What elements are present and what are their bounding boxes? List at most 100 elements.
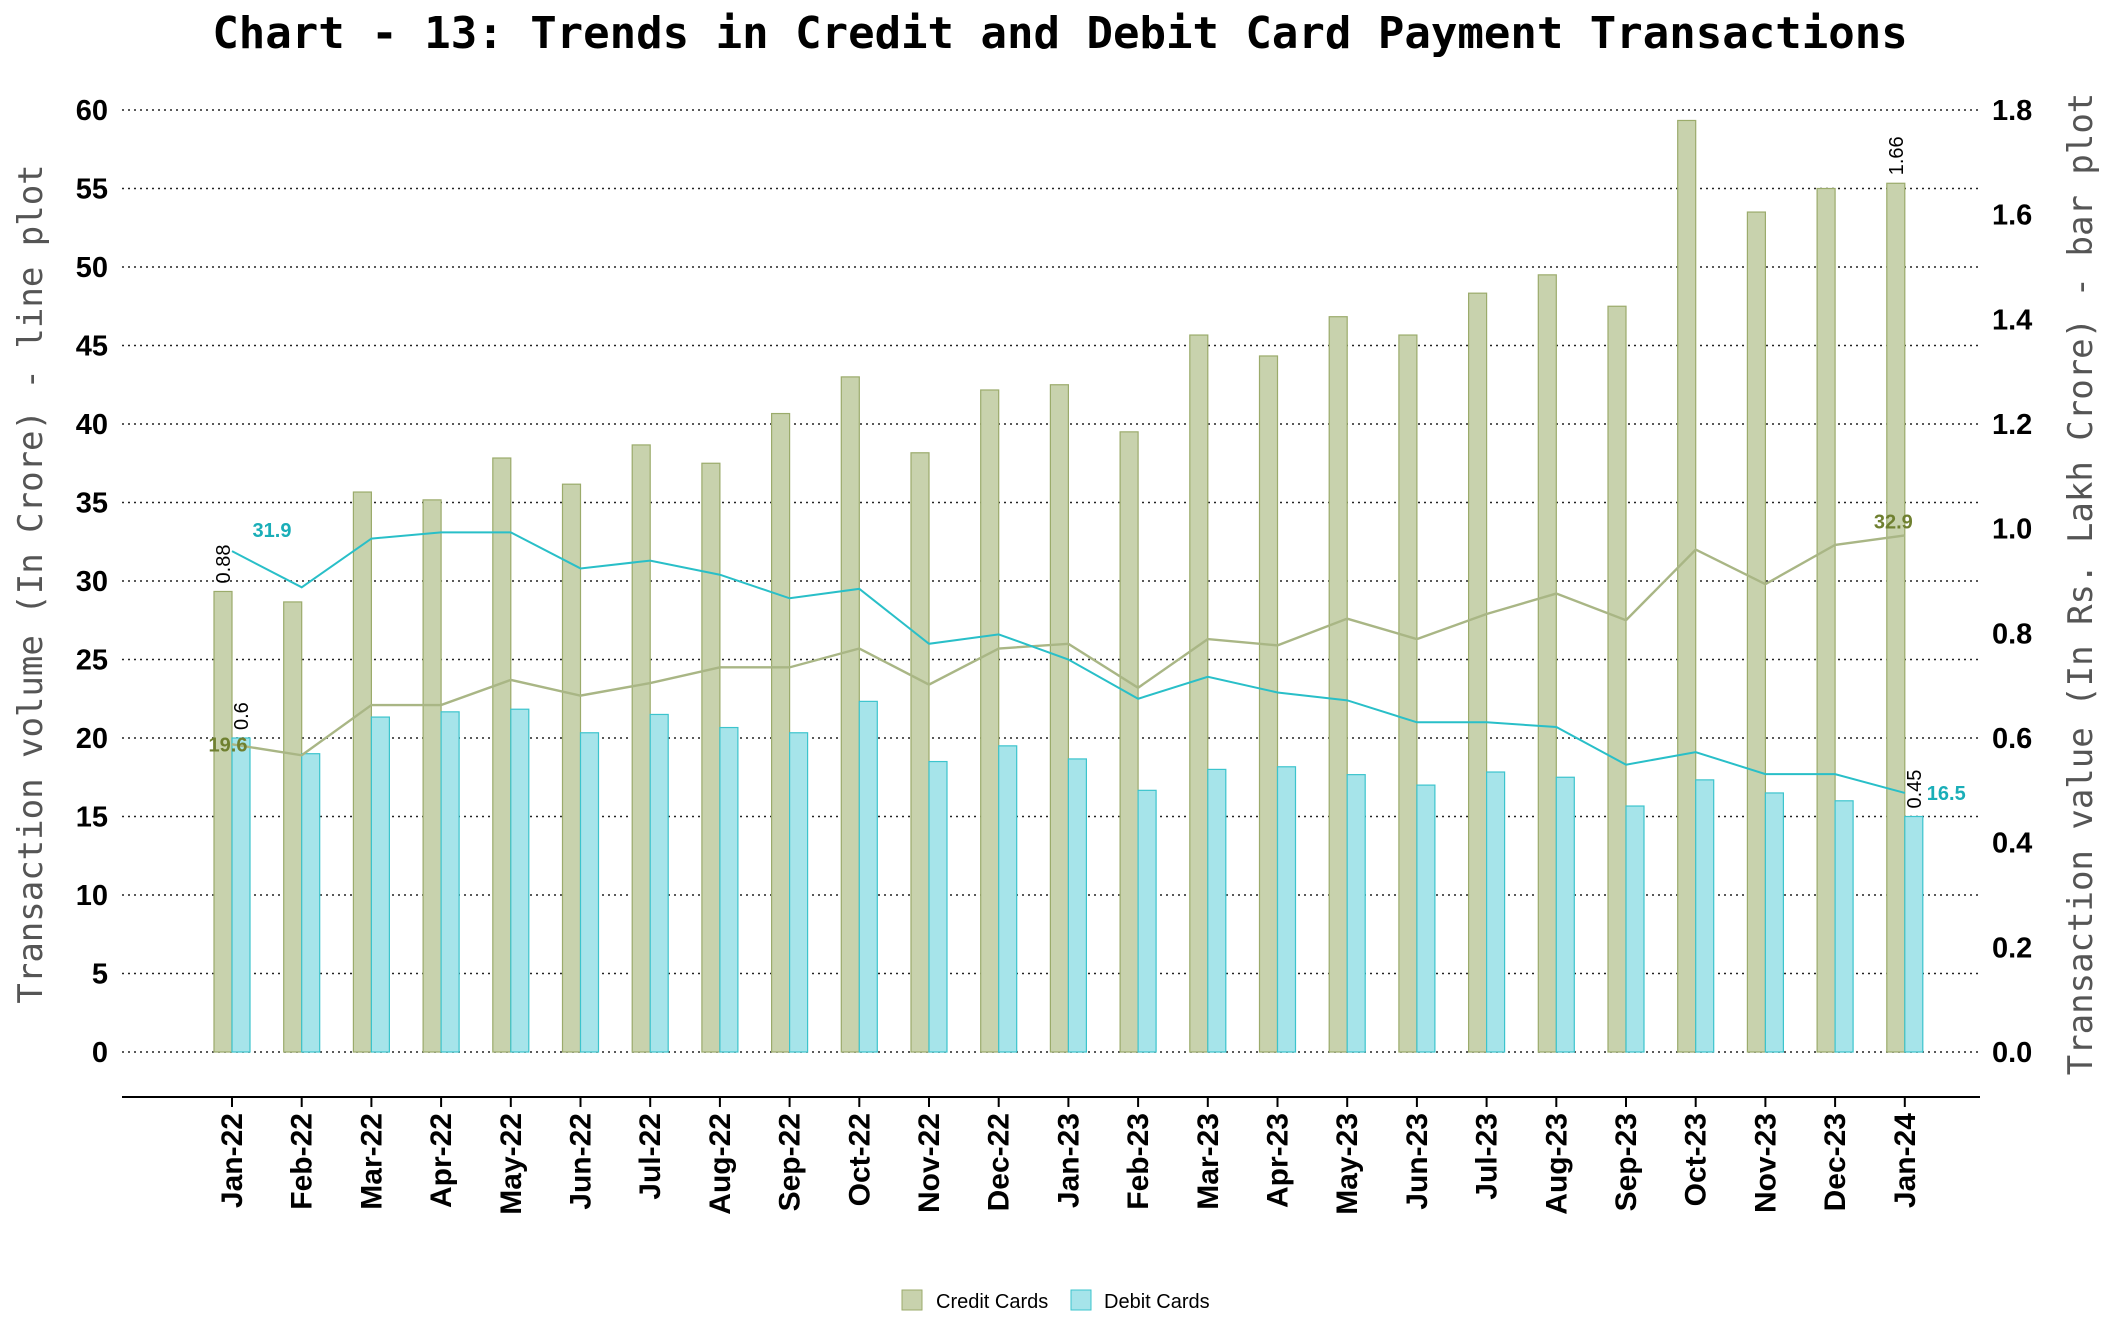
y-right-tick-label: 0.0 (1992, 1037, 2032, 1069)
bar-debit-cards (719, 726, 739, 1053)
y-left-tick-label: 5 (92, 959, 108, 991)
bar-credit-cards (352, 491, 372, 1053)
bar-credit-cards (492, 457, 512, 1053)
bar-debit-cards (788, 732, 809, 1053)
bar-credit-cards (1049, 384, 1070, 1053)
bar-debit-cards (1695, 779, 1715, 1053)
bar-credit-cards (283, 601, 303, 1053)
bar-debit-cards (1276, 766, 1297, 1053)
bar-credit-cards (1467, 292, 1488, 1053)
x-tick-label: Dec-23 (1819, 1113, 1852, 1211)
x-tick-label: Aug-23 (1540, 1113, 1573, 1215)
bar-credit-cards (840, 376, 860, 1053)
bar-credit-cards (422, 499, 442, 1053)
y-right-tick-label: 1.0 (1992, 514, 2032, 546)
x-tick-label: Jan-23 (1052, 1113, 1085, 1208)
bar-credit-cards (980, 389, 1000, 1053)
x-tick-label: Nov-23 (1749, 1113, 1782, 1213)
bar-credit-cards (1746, 211, 1767, 1053)
bar-debit-cards (1625, 805, 1645, 1053)
line-data-label: 31.9 (253, 520, 292, 542)
bar-layer (213, 119, 1924, 1053)
line-data-label: 19.6 (209, 734, 248, 756)
bar-credit-cards (701, 462, 721, 1053)
y-left-tick-label: 60 (76, 95, 108, 127)
bar-credit-cards (770, 412, 791, 1053)
legend-label-debit-cards: Debit Cards (1104, 1291, 1210, 1313)
line-data-label: 16.5 (1927, 783, 1966, 805)
bar-credit-cards (1537, 274, 1557, 1053)
legend-label-credit-cards: Credit Cards (936, 1291, 1048, 1313)
bar-credit-cards (1258, 355, 1279, 1053)
bar-debit-cards (301, 753, 321, 1053)
y-right-tick-label: 1.6 (1992, 200, 2032, 232)
bar-credit-cards (1677, 119, 1697, 1053)
y-right-tick-label: 1.4 (1992, 304, 2032, 336)
bar-debit-cards (1555, 776, 1575, 1053)
x-tick-label: Aug-22 (704, 1113, 737, 1215)
x-tick-label: Apr-22 (425, 1113, 458, 1208)
bar-credit-cards (910, 452, 930, 1053)
bar-debit-cards (1137, 789, 1157, 1053)
bar-debit-cards (1834, 800, 1854, 1053)
y-left-tick-label: 55 (76, 174, 108, 206)
bar-debit-cards (510, 708, 530, 1053)
bar-data-label: 1.66 (1886, 136, 1908, 175)
legend-swatch-credit-cards (901, 1289, 923, 1311)
y-right-tick-label: 1.2 (1992, 409, 2032, 441)
y-left-tick-label: 45 (76, 331, 108, 363)
bar-debit-cards (649, 713, 669, 1053)
y-left-tick-label: 15 (76, 802, 108, 834)
y-left-tick-label: 50 (76, 252, 108, 284)
bar-credit-cards (561, 483, 582, 1053)
bar-debit-cards (1485, 771, 1506, 1053)
line-data-label: 32.9 (1874, 511, 1913, 533)
bar-credit-cards (1398, 334, 1418, 1053)
x-tick-label: Jan-24 (1889, 1113, 1922, 1208)
bar-debit-cards (440, 711, 460, 1053)
x-tick-label: Feb-22 (286, 1113, 319, 1210)
x-tick-label: Jul-22 (634, 1113, 667, 1200)
x-tick-label: Dec-22 (983, 1113, 1016, 1211)
bar-debit-cards (1764, 792, 1785, 1053)
y-right-tick-label: 1.8 (1992, 95, 2032, 127)
bar-debit-cards (858, 700, 878, 1053)
bar-credit-cards (1886, 182, 1906, 1053)
y-left-tick-label: 25 (76, 645, 108, 677)
bar-credit-cards (1816, 187, 1836, 1053)
y-axis-left-title: Transaction volume (In Crore) - line plo… (11, 164, 51, 1003)
y-right-tick-label: 0.6 (1992, 723, 2032, 755)
x-tick-label: Oct-22 (843, 1113, 876, 1206)
x-tick-label: Jan-22 (216, 1113, 249, 1208)
bar-debit-cards (998, 745, 1018, 1053)
x-tick-label: Mar-22 (355, 1113, 388, 1210)
chart-title: Chart - 13: Trends in Credit and Debit C… (212, 8, 1907, 59)
y-right-tick-label: 0.2 (1992, 932, 2032, 964)
y-axis-right-title: Transaction value (In Rs. Lakh Crore) - … (2061, 93, 2101, 1076)
y-left-tick-label: 35 (76, 488, 108, 520)
y-left-tick-label: 40 (76, 409, 108, 441)
x-tick-label: Sep-22 (774, 1113, 807, 1211)
bar-credit-cards (1189, 334, 1209, 1053)
bar-debit-cards (579, 732, 600, 1053)
bar-debit-cards (1207, 768, 1227, 1053)
bar-debit-cards (370, 716, 390, 1053)
bar-debit-cards (1904, 815, 1924, 1053)
bar-debit-cards (928, 760, 948, 1053)
label-layer: 0.88 1.66 0.6 0.45 19.6 32.9 31.9 16.5 (209, 136, 1966, 808)
x-tick-label: Feb-23 (1122, 1113, 1155, 1210)
x-tick-label: Apr-23 (1262, 1113, 1295, 1208)
grid-layer (122, 109, 1980, 1053)
bar-debit-cards (1067, 758, 1088, 1053)
x-tick-label: Jun-23 (1401, 1113, 1434, 1210)
axis-layer: 0 5 10 15 20 25 30 35 40 45 50 55 60 0.0 0.2 0.4 0.6 0.8 1… (76, 95, 2033, 1215)
bar-data-label: 0.45 (1904, 770, 1926, 809)
bar-data-label: 0.6 (231, 702, 253, 730)
x-tick-label: Jun-22 (565, 1113, 598, 1210)
x-tick-label: May-22 (495, 1113, 528, 1215)
bar-debit-cards (1416, 784, 1436, 1053)
y-left-tick-label: 10 (76, 880, 108, 912)
bar-debit-cards (231, 737, 251, 1053)
